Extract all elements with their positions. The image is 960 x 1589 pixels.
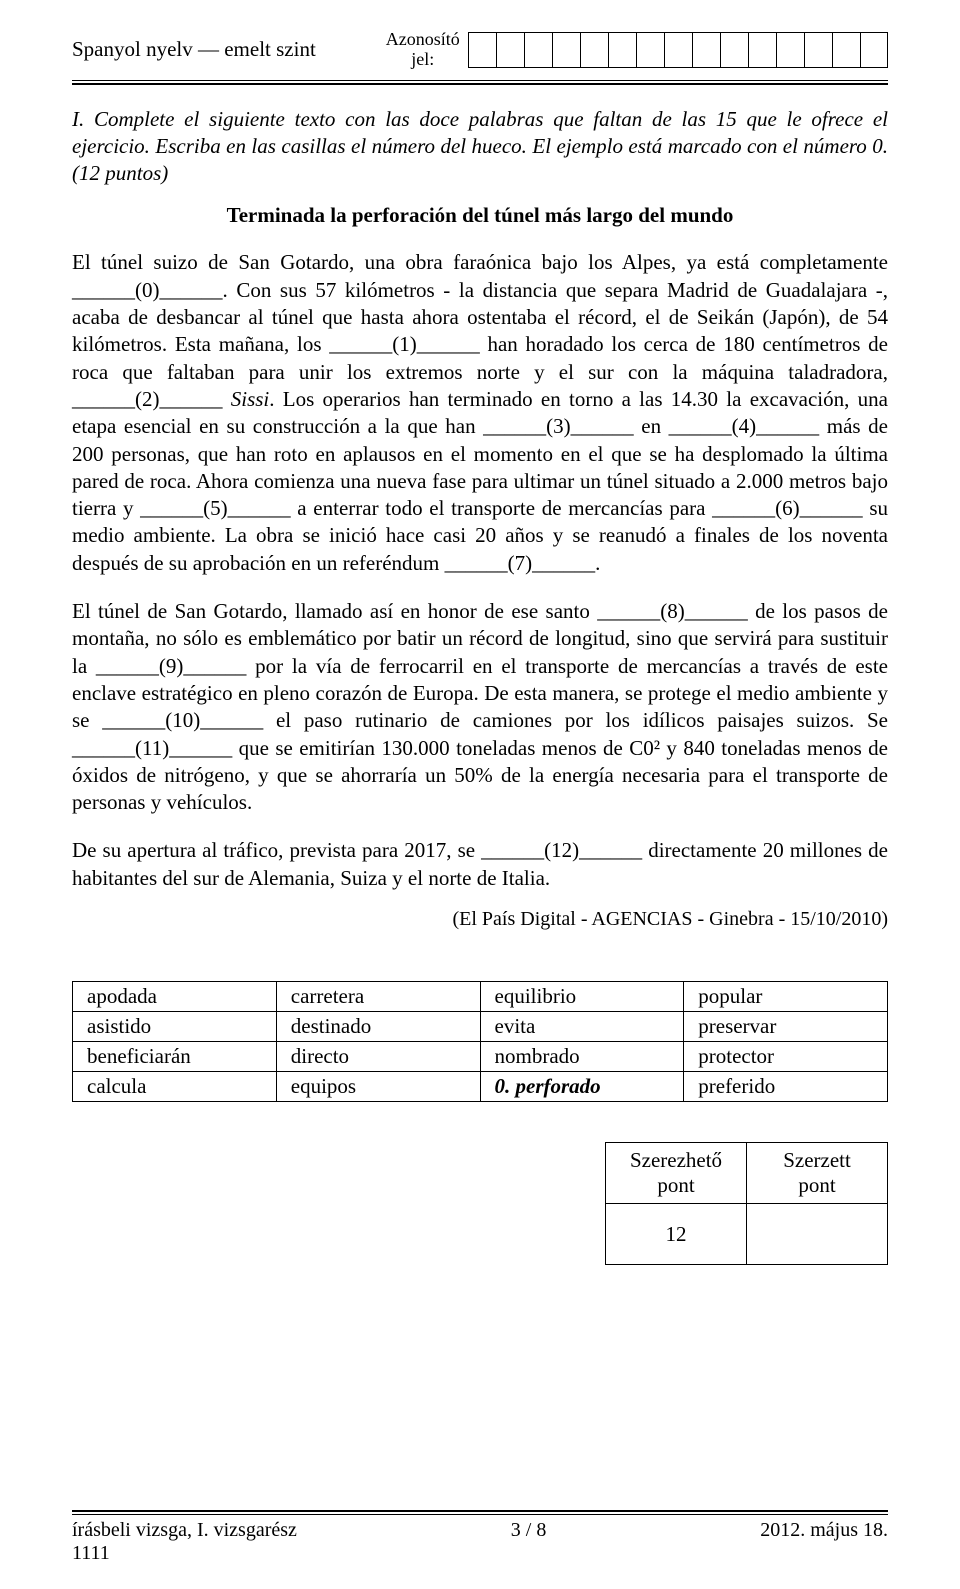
footer-rule-thick (72, 1510, 888, 1512)
score-earned-header-l1: Szerzett (783, 1148, 851, 1172)
word-option-cell[interactable]: 0. perforado (480, 1072, 684, 1102)
word-options-table: apodadacarreteraequilibriopopular asistid… (72, 981, 888, 1102)
word-option-cell[interactable]: apodada (73, 982, 277, 1012)
id-cell[interactable] (832, 32, 860, 68)
score-earned-header: Szerzett pont (747, 1143, 888, 1204)
footer-right: 2012. május 18. (760, 1519, 888, 1565)
exercise-instruction: I. Complete el siguiente texto con las d… (72, 106, 888, 188)
word-option-cell[interactable]: protector (684, 1042, 888, 1072)
id-cell[interactable] (720, 32, 748, 68)
word-option-cell[interactable]: nombrado (480, 1042, 684, 1072)
word-option-cell[interactable]: directo (276, 1042, 480, 1072)
header-rule-thin (72, 80, 888, 81)
header-subject: Spanyol nyelv — emelt szint (72, 37, 316, 62)
score-box-wrap: Szerezhető pont Szerzett pont 12 (72, 1142, 888, 1265)
score-box: Szerezhető pont Szerzett pont 12 (605, 1142, 888, 1265)
id-cell[interactable] (468, 32, 496, 68)
italic-word: Sissi (231, 387, 270, 411)
score-max-header: Szerezhető pont (606, 1143, 747, 1204)
word-option-cell[interactable]: asistido (73, 1012, 277, 1042)
footer-left: írásbeli vizsga, I. vizsgarész 1111 (72, 1519, 297, 1565)
exercise-title: Terminada la perforación del túnel más l… (72, 203, 888, 228)
score-max-value: 12 (606, 1204, 747, 1265)
header-id-label-line2: jel: (411, 49, 434, 69)
word-option-cell[interactable]: preferido (684, 1072, 888, 1102)
word-option-cell[interactable]: carretera (276, 982, 480, 1012)
id-cell[interactable] (580, 32, 608, 68)
footer-center: 3 / 8 (511, 1519, 547, 1565)
word-option-cell[interactable]: beneficiarán (73, 1042, 277, 1072)
id-cell[interactable] (664, 32, 692, 68)
word-option-cell[interactable]: equipos (276, 1072, 480, 1102)
header-rule-thick (72, 83, 888, 85)
example-word: perforado (516, 1074, 601, 1098)
word-option-cell[interactable]: destinado (276, 1012, 480, 1042)
id-grid (468, 32, 888, 68)
id-cell[interactable] (804, 32, 832, 68)
id-cell[interactable] (496, 32, 524, 68)
word-option-cell[interactable]: calcula (73, 1072, 277, 1102)
footer-left-line2: 1111 (72, 1542, 110, 1564)
id-cell[interactable] (860, 32, 888, 68)
page-header: Spanyol nyelv — emelt szint Azonosító je… (72, 30, 888, 70)
id-cell[interactable] (524, 32, 552, 68)
id-cell[interactable] (608, 32, 636, 68)
id-cell[interactable] (692, 32, 720, 68)
score-earned-header-l2: pont (798, 1173, 835, 1197)
word-option-cell[interactable]: popular (684, 982, 888, 1012)
word-option-cell[interactable]: evita (480, 1012, 684, 1042)
id-cell[interactable] (776, 32, 804, 68)
header-id-label-line1: Azonosító (386, 29, 460, 49)
word-option-cell[interactable]: equilibrio (480, 982, 684, 1012)
word-option-cell[interactable]: preservar (684, 1012, 888, 1042)
score-earned-value[interactable] (747, 1204, 888, 1265)
paragraph-3: De su apertura al tráfico, prevista para… (72, 837, 888, 892)
source-citation: (El País Digital - AGENCIAS - Ginebra - … (72, 908, 888, 931)
page: Spanyol nyelv — emelt szint Azonosító je… (0, 0, 960, 1589)
id-cell[interactable] (636, 32, 664, 68)
footer-left-line1: írásbeli vizsga, I. vizsgarész (72, 1519, 297, 1541)
score-max-header-l1: Szerezhető (630, 1148, 722, 1172)
score-max-header-l2: pont (657, 1173, 694, 1197)
paragraph-1: El túnel suizo de San Gotardo, una obra … (72, 249, 888, 577)
footer-row: írásbeli vizsga, I. vizsgarész 1111 3 / … (72, 1519, 888, 1565)
paragraph-2: El túnel de San Gotardo, llamado así en … (72, 598, 888, 816)
id-cell[interactable] (552, 32, 580, 68)
page-footer: írásbeli vizsga, I. vizsgarész 1111 3 / … (72, 1510, 888, 1565)
footer-rule-thin (72, 1514, 888, 1515)
example-label: 0. (495, 1074, 516, 1098)
header-id-label: Azonosító jel: (386, 30, 460, 70)
id-cell[interactable] (748, 32, 776, 68)
